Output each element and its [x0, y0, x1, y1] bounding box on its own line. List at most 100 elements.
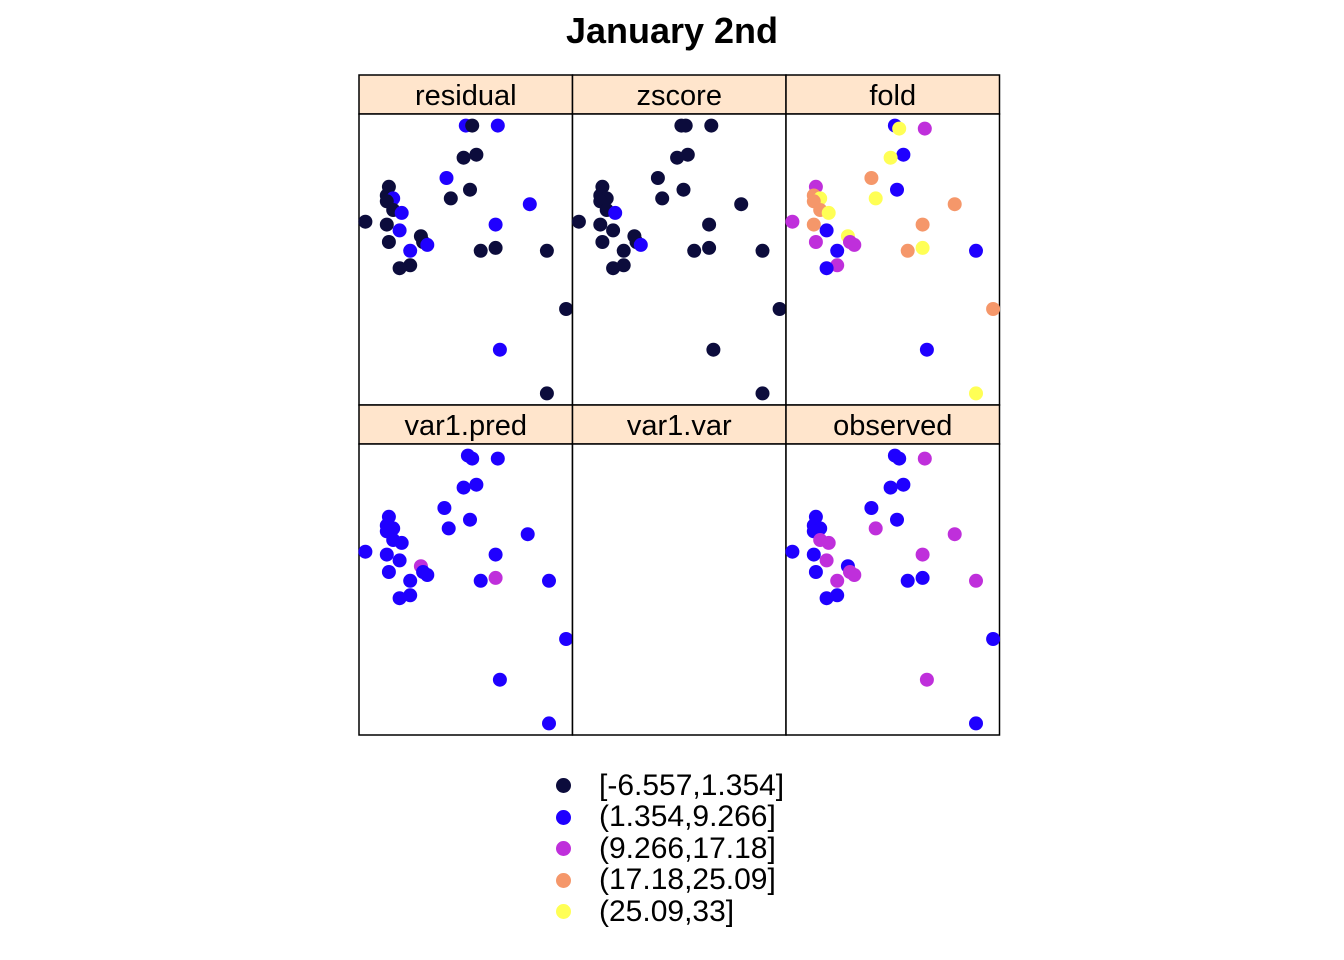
legend: [-6.557,1.354] (1.354,9.266] (9.266,17.18]… [548, 768, 785, 928]
data-point [830, 573, 845, 588]
data-point [469, 477, 484, 492]
data-point [868, 191, 883, 206]
data-point [381, 235, 396, 249]
data-point [755, 386, 770, 401]
data-point [819, 591, 834, 606]
data-point [900, 243, 915, 258]
data-point [616, 243, 631, 258]
data-point [490, 118, 505, 133]
data-point [520, 527, 535, 542]
data-point [469, 147, 484, 162]
data-point [403, 243, 418, 258]
data-point [539, 386, 554, 401]
data-point [463, 182, 477, 197]
data-point [969, 386, 983, 401]
data-point [608, 205, 623, 220]
data-point [616, 258, 631, 273]
data-point [806, 547, 821, 562]
data-point [606, 223, 621, 238]
data-point [456, 150, 471, 165]
data-point [947, 527, 962, 542]
data-point [890, 512, 904, 527]
data-point [463, 512, 477, 527]
data-point [896, 477, 911, 492]
data-point [492, 672, 507, 687]
panel-strip-label: residual [415, 80, 517, 112]
data-point [678, 118, 693, 133]
legend-swatch [556, 872, 571, 888]
data-point [821, 535, 836, 550]
data-point [379, 547, 394, 562]
data-point [819, 553, 834, 568]
legend-swatch [556, 904, 571, 920]
panel-strip [358, 74, 574, 115]
data-point [702, 240, 717, 255]
data-point [465, 451, 480, 466]
data-point [969, 716, 983, 731]
data-point [394, 535, 409, 550]
data-point [892, 451, 907, 466]
data-point [420, 237, 435, 252]
legend-label: [-6.557,1.354] [599, 768, 785, 802]
data-point [986, 302, 1001, 316]
data-point [919, 672, 934, 687]
data-point [704, 118, 719, 133]
chart-title: January 2nd [565, 10, 779, 51]
panel-strip [571, 74, 787, 115]
data-point [522, 197, 537, 212]
data-point [403, 258, 418, 273]
data-point [379, 217, 394, 232]
data-point [915, 240, 930, 255]
data-point [392, 553, 407, 568]
data-point [915, 570, 930, 585]
data-point [488, 217, 503, 232]
legend-item: (17.18,25.09] [548, 863, 784, 896]
panel-strip-label: observed [833, 410, 952, 442]
panel-strip [785, 74, 1001, 115]
panel-residual: residual [358, 74, 574, 406]
data-point [947, 197, 962, 212]
panel-strip [785, 404, 1001, 445]
data-point [595, 235, 610, 249]
data-point [441, 521, 456, 536]
data-point [633, 237, 648, 252]
data-point [473, 573, 488, 588]
panel-fold: fold [785, 74, 1001, 406]
data-point [819, 223, 834, 238]
data-point [847, 568, 862, 582]
data-point [381, 565, 396, 579]
data-point [890, 182, 904, 197]
panel-strip [358, 404, 574, 445]
data-point [439, 171, 454, 185]
panel-strip-label: fold [869, 80, 916, 112]
data-point [394, 205, 409, 220]
data-point [488, 570, 503, 585]
data-point [864, 171, 879, 185]
legend-item: (9.266,17.18] [548, 832, 784, 865]
data-point [808, 565, 823, 579]
data-point [606, 261, 621, 276]
data-point [358, 544, 373, 559]
data-point [539, 243, 554, 258]
data-point [650, 171, 665, 185]
data-point [917, 121, 932, 136]
panel-observed: observed [785, 404, 1001, 736]
data-point [847, 237, 862, 252]
legend-swatch [556, 778, 571, 794]
data-point [734, 197, 749, 212]
data-point [492, 342, 507, 357]
data-point [437, 501, 452, 515]
data-point [808, 235, 823, 249]
data-point [488, 240, 503, 255]
data-point [919, 342, 934, 357]
data-point [806, 217, 821, 232]
data-point [819, 261, 834, 276]
data-point [670, 150, 685, 165]
data-point [969, 243, 983, 258]
data-point [392, 591, 407, 606]
data-point [403, 588, 418, 603]
data-point [680, 147, 695, 162]
data-point [986, 632, 1001, 646]
panel-plot-area [571, 443, 787, 736]
legend-item: (25.09,33] [548, 895, 784, 928]
